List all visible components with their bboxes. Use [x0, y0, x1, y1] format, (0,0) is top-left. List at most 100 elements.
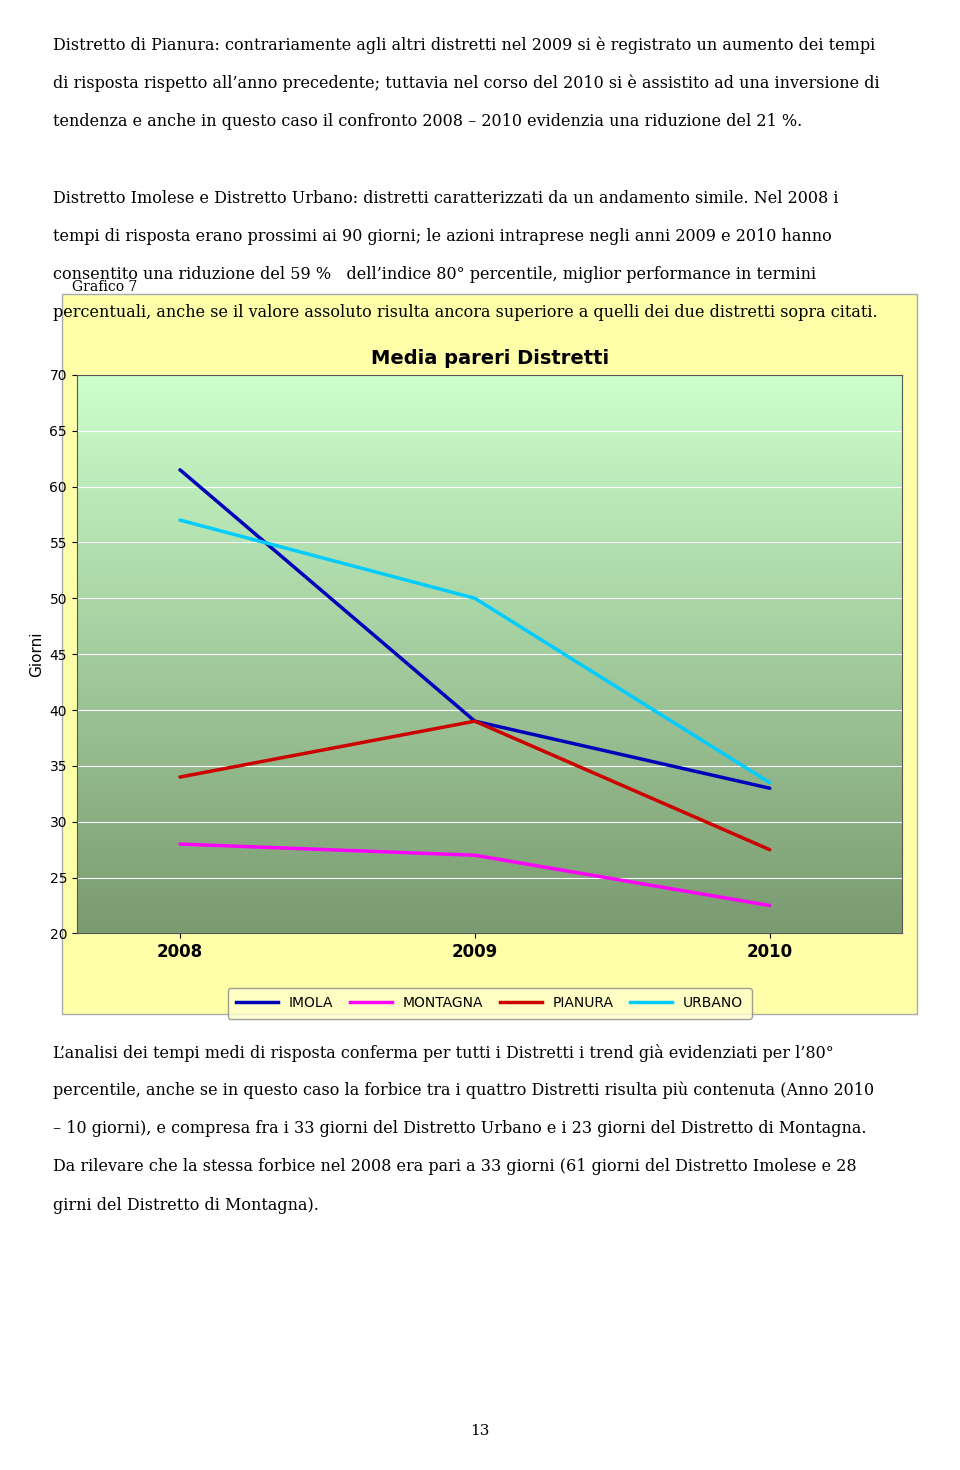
Bar	[77, 375, 902, 381]
Text: Distretto di Pianura: contrariamente agli altri distretti nel 2009 si è registra: Distretto di Pianura: contrariamente agl…	[53, 37, 876, 54]
Bar	[77, 598, 902, 604]
Bar	[77, 660, 902, 666]
Bar	[77, 828, 902, 833]
Bar	[77, 750, 902, 754]
Bar	[77, 465, 902, 470]
Bar	[77, 838, 902, 844]
Bar	[77, 564, 902, 570]
Bar	[77, 492, 902, 498]
Bar	[77, 604, 902, 610]
Bar	[77, 620, 902, 626]
Bar	[77, 810, 902, 816]
Bar	[77, 654, 902, 660]
Bar	[77, 409, 902, 415]
Text: Distretto Imolese e Distretto Urbano: distretti caratterizzati da un andamento s: Distretto Imolese e Distretto Urbano: di…	[53, 190, 838, 207]
Bar	[77, 397, 902, 403]
Bar	[77, 716, 902, 722]
Text: 13: 13	[470, 1423, 490, 1438]
Text: tempi di risposta erano prossimi ai 90 giorni; le azioni intraprese negli anni 2: tempi di risposta erano prossimi ai 90 g…	[53, 228, 831, 245]
Bar	[77, 670, 902, 676]
Bar	[77, 833, 902, 838]
Bar	[77, 778, 902, 782]
Bar	[77, 682, 902, 688]
Bar	[77, 548, 902, 554]
Bar	[77, 722, 902, 726]
Bar	[77, 772, 902, 778]
Text: percentuali, anche se il valore assoluto risulta ancora superiore a quelli dei d: percentuali, anche se il valore assoluto…	[53, 304, 877, 322]
Bar	[77, 520, 902, 526]
Bar	[77, 638, 902, 642]
Bar	[77, 453, 902, 459]
Bar	[77, 614, 902, 620]
Bar	[77, 381, 902, 387]
Bar	[77, 642, 902, 648]
Bar	[77, 766, 902, 772]
Text: – 10 giorni), e compresa fra i 33 giorni del Distretto Urbano e i 23 giorni del : – 10 giorni), e compresa fra i 33 giorni…	[53, 1120, 866, 1138]
Bar	[77, 514, 902, 520]
Bar	[77, 917, 902, 922]
Bar	[77, 738, 902, 744]
Bar	[77, 498, 902, 503]
Bar	[77, 570, 902, 576]
Bar	[77, 531, 902, 537]
Bar	[77, 928, 902, 933]
Bar	[77, 694, 902, 698]
Bar	[77, 475, 902, 481]
Bar	[77, 470, 902, 475]
Bar	[77, 744, 902, 750]
Text: Da rilevare che la stessa forbice nel 2008 era pari a 33 giorni (61 giorni del D: Da rilevare che la stessa forbice nel 20…	[53, 1158, 856, 1176]
Bar	[77, 666, 902, 670]
Bar	[77, 816, 902, 822]
Bar	[77, 806, 902, 810]
Bar	[77, 900, 902, 906]
Bar	[77, 866, 902, 872]
Bar	[77, 391, 902, 397]
Text: Grafico 7: Grafico 7	[72, 279, 137, 294]
Y-axis label: Giorni: Giorni	[29, 632, 44, 676]
Bar	[77, 872, 902, 878]
Bar	[77, 481, 902, 487]
Bar	[77, 878, 902, 883]
Bar	[77, 509, 902, 514]
Bar	[77, 856, 902, 861]
Bar	[77, 559, 902, 564]
Title: Media pareri Distretti: Media pareri Distretti	[371, 348, 609, 368]
Bar	[77, 732, 902, 738]
Bar	[77, 794, 902, 800]
Bar	[77, 889, 902, 894]
Bar	[77, 850, 902, 856]
Bar	[77, 554, 902, 559]
Bar	[77, 447, 902, 453]
Bar	[77, 387, 902, 391]
Bar	[77, 861, 902, 866]
Bar	[77, 782, 902, 788]
Bar	[77, 754, 902, 760]
Bar	[77, 592, 902, 598]
Bar	[77, 676, 902, 682]
Bar	[77, 610, 902, 614]
Bar	[77, 587, 902, 592]
Bar	[77, 922, 902, 928]
Bar	[77, 726, 902, 732]
Text: L’analisi dei tempi medi di risposta conferma per tutti i Distretti i trend già : L’analisi dei tempi medi di risposta con…	[53, 1044, 833, 1061]
Bar	[77, 632, 902, 638]
Bar	[77, 419, 902, 425]
Text: percentile, anche se in questo caso la forbice tra i quattro Distretti risulta p: percentile, anche se in questo caso la f…	[53, 1082, 874, 1100]
Text: consentito una riduzione del 59 %   dell’indice 80° percentile, miglior performa: consentito una riduzione del 59 % dell’i…	[53, 266, 816, 284]
Bar	[77, 626, 902, 632]
Bar	[77, 704, 902, 710]
Bar	[77, 442, 902, 447]
Bar	[77, 894, 902, 900]
Bar	[77, 431, 902, 437]
Bar	[77, 526, 902, 531]
Bar	[77, 883, 902, 889]
Bar	[77, 437, 902, 442]
Bar	[77, 911, 902, 917]
Bar	[77, 760, 902, 766]
Bar	[77, 822, 902, 828]
Text: tendenza e anche in questo caso il confronto 2008 – 2010 evidenzia una riduzione: tendenza e anche in questo caso il confr…	[53, 113, 802, 131]
Bar	[77, 576, 902, 582]
Bar	[77, 710, 902, 716]
Bar	[77, 415, 902, 419]
Bar	[77, 542, 902, 548]
